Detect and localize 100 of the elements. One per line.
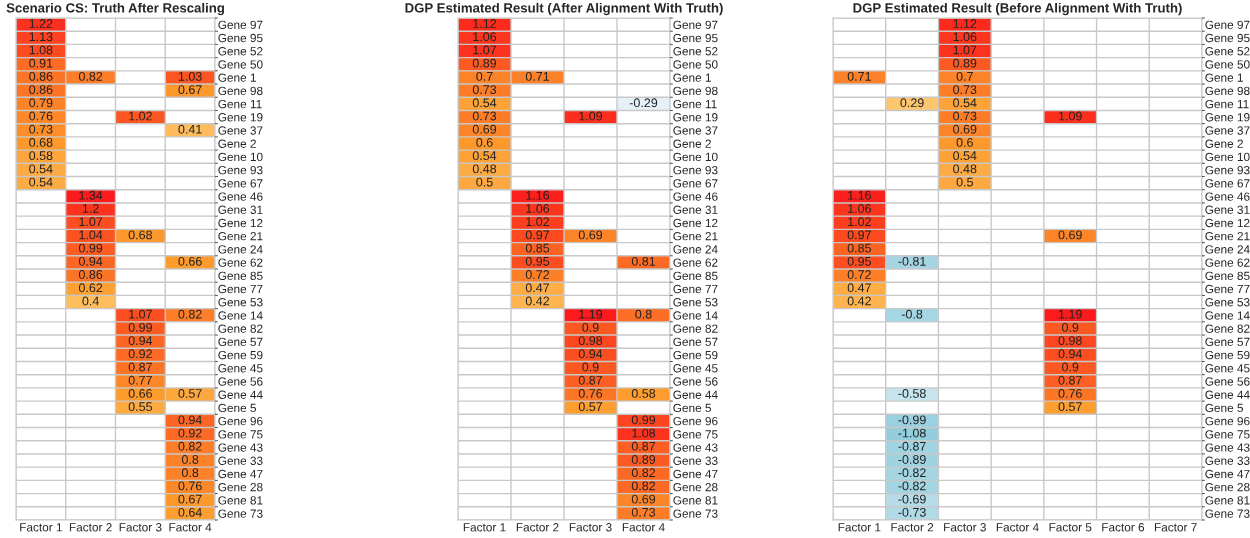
- y-tick-label: Gene 10: [673, 152, 718, 162]
- data-label: 0.77: [128, 375, 152, 385]
- y-tick-label: Gene 37: [1205, 126, 1250, 135]
- y-tick-label: Gene 77: [1205, 284, 1250, 294]
- data-label: 0.94: [578, 349, 603, 359]
- chart-title: DGP Estimated Result (Before Alignment With Truth): [853, 2, 1182, 16]
- data-label: 0.94: [1058, 349, 1083, 359]
- chart-title: Scenario CS: Truth After Rescaling: [6, 2, 224, 16]
- data-label: 0.73: [631, 507, 656, 517]
- y-tick-label: Gene 53: [218, 298, 263, 307]
- y-tick-label: Gene 53: [1205, 298, 1250, 307]
- y-tick-label: Gene 12: [218, 218, 263, 228]
- y-tick-label: Gene 59: [1205, 350, 1250, 360]
- y-tick-label: Gene 50: [1205, 60, 1250, 69]
- data-label: 0.58: [631, 389, 656, 398]
- data-label: 0.92: [178, 428, 202, 438]
- data-label: 0.87: [128, 362, 152, 372]
- data-label: 0.97: [525, 230, 550, 240]
- data-label: 1.07: [79, 217, 103, 227]
- y-tick-label: Gene 82: [218, 324, 263, 333]
- data-label: 0.69: [1058, 230, 1082, 240]
- data-label: -0.8: [901, 309, 923, 319]
- y-tick-label: Gene 10: [218, 152, 263, 162]
- data-label: -0.99: [898, 415, 926, 425]
- data-label: 0.82: [631, 481, 656, 491]
- data-label: 1.02: [848, 217, 871, 227]
- data-label: -1.08: [898, 428, 926, 438]
- data-label: 0.82: [631, 468, 656, 478]
- data-label: 1.06: [848, 204, 871, 213]
- y-tick-label: Gene 82: [1205, 324, 1250, 333]
- y-tick-label: Gene 43: [1205, 443, 1250, 452]
- y-tick-label: Gene 75: [1205, 430, 1250, 439]
- data-label: 0.82: [78, 71, 103, 81]
- y-tick-label: Gene 44: [673, 390, 718, 399]
- data-label: -0.82: [898, 481, 926, 491]
- y-tick-label: Gene 14: [1205, 311, 1250, 320]
- data-label: -0.69: [898, 494, 926, 504]
- y-tick-label: Gene 53: [673, 298, 718, 307]
- y-tick-label: Gene 47: [218, 469, 263, 479]
- y-tick-label: Gene 98: [1205, 86, 1250, 96]
- y-tick-label: Gene 19: [218, 113, 263, 122]
- data-label: 0.89: [953, 58, 977, 68]
- data-label: 0.98: [578, 336, 603, 346]
- data-label: 0.68: [128, 230, 152, 240]
- y-tick-label: Gene 12: [673, 218, 718, 228]
- data-label: 1.2: [82, 204, 99, 213]
- data-label: -0.81: [898, 256, 926, 266]
- y-tick-label: Gene 12: [1205, 218, 1250, 228]
- y-tick-label: Gene 82: [673, 324, 718, 333]
- y-tick-label: Gene 95: [1205, 33, 1250, 43]
- data-label: 0.69: [578, 230, 603, 240]
- data-label: 1.08: [632, 428, 656, 438]
- y-tick-label: Gene 95: [218, 33, 263, 43]
- y-tick-label: Gene 19: [1205, 113, 1250, 122]
- y-tick-label: Gene 5: [218, 403, 257, 413]
- data-label: -0.82: [898, 468, 926, 478]
- y-tick-label: Gene 85: [218, 271, 263, 280]
- data-label: 1.34: [79, 190, 103, 200]
- data-label: 0.94: [78, 256, 103, 266]
- y-tick-label: Gene 81: [1205, 496, 1250, 505]
- y-tick-label: Gene 97: [673, 20, 718, 29]
- data-label: 0.6: [476, 138, 493, 147]
- data-label: 1.07: [129, 309, 152, 319]
- data-label: 1.19: [579, 309, 603, 319]
- y-tick-label: Gene 59: [673, 350, 718, 360]
- y-tick-label: Gene 31: [218, 205, 263, 214]
- data-label: 1.16: [848, 190, 871, 200]
- y-tick-label: Gene 2: [673, 139, 711, 148]
- data-label: 0.66: [128, 389, 152, 398]
- x-tick-label: Factor 1: [20, 523, 62, 532]
- y-tick-label: Gene 5: [673, 403, 712, 413]
- y-tick-label: Gene 62: [218, 258, 263, 267]
- data-label: 0.67: [178, 494, 202, 504]
- data-label: 1.22: [29, 19, 53, 28]
- data-label: 0.76: [178, 481, 202, 491]
- data-label: 0.82: [178, 441, 202, 451]
- x-tick-label: Factor 1: [463, 523, 506, 532]
- data-label: 1.09: [1059, 111, 1082, 121]
- data-label: 0.4: [82, 296, 99, 306]
- data-label: 1.06: [526, 204, 550, 213]
- data-label: 0.54: [953, 151, 977, 161]
- x-tick-label: Factor 2: [891, 523, 934, 532]
- data-label: 0.48: [953, 164, 977, 174]
- data-label: 0.57: [1058, 402, 1082, 412]
- data-label: 0.47: [847, 283, 871, 293]
- x-tick-label: Factor 2: [516, 523, 559, 532]
- data-label: 0.68: [29, 138, 53, 147]
- data-label: 0.81: [631, 256, 656, 266]
- data-label: 1.07: [473, 45, 497, 55]
- data-label: 0.86: [29, 71, 53, 81]
- y-tick-label: Gene 97: [1205, 20, 1250, 29]
- y-tick-label: Gene 28: [218, 483, 263, 492]
- y-tick-label: Gene 5: [1205, 403, 1244, 413]
- x-tick-label: Factor 3: [569, 523, 612, 532]
- y-tick-label: Gene 93: [673, 165, 718, 175]
- data-label: 0.8: [181, 468, 199, 478]
- data-label: 0.76: [29, 111, 53, 121]
- y-tick-label: Gene 98: [218, 86, 263, 96]
- y-tick-label: Gene 28: [673, 483, 718, 492]
- data-label: 0.87: [631, 441, 656, 451]
